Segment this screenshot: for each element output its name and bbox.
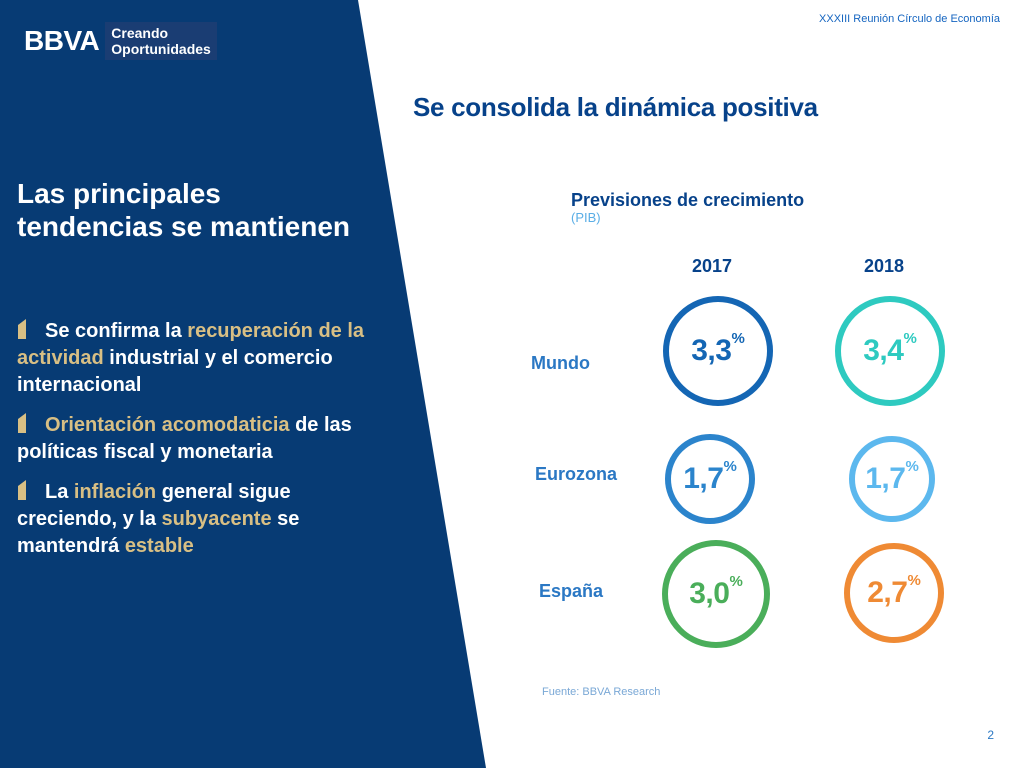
column-header-2017: 2017: [691, 256, 733, 276]
bullet-3-text-c: se mantendrá: [17, 508, 300, 557]
bullet-3-text-a: La: [45, 481, 74, 503]
slide-title: Se consolida la dinámica positiva: [413, 92, 818, 122]
trend-bullet-list: Se confirma la recuperación de la activi…: [17, 318, 377, 573]
slogan-line-1: Creando: [111, 25, 169, 41]
slogan-line-2: Oportunidades: [111, 41, 211, 57]
value-circle-eurozona-2017: 1,7%: [665, 434, 755, 524]
value-espana-2017: 3,0: [689, 577, 730, 610]
value-circle-eurozona-2018: 1,7%: [849, 436, 935, 522]
value-eurozona-2017: 1,7: [683, 462, 724, 495]
source-note: Fuente: BBVA Research: [542, 686, 661, 698]
bullet-1-text-a: Se confirma la: [45, 320, 188, 342]
row-label-mundo: Mundo: [531, 353, 590, 373]
unit-percent: %: [729, 573, 743, 590]
bullet-1-highlight: recuperación de la actividad: [17, 320, 365, 369]
brand-slogan: Creando Oportunidades: [105, 22, 217, 60]
row-label-espana: España: [539, 581, 604, 601]
bullet-3-text-b: general sigue creciendo, y la: [17, 481, 291, 530]
bullet-3-highlight-a: inflación: [73, 481, 157, 503]
chart-title: Previsiones de crecimiento: [571, 190, 805, 210]
unit-percent: %: [905, 458, 919, 475]
left-title-line-2: tendencias se mantienen: [17, 211, 351, 242]
bullet-3-highlight-b: subyacente: [161, 508, 272, 530]
bullet-item-1: Se confirma la recuperación de la activi…: [17, 318, 377, 399]
unit-percent: %: [907, 572, 921, 589]
chart-subtitle: (PIB): [571, 210, 601, 225]
column-header-2018: 2018: [863, 256, 905, 276]
value-mundo-2018: 3,4: [863, 334, 904, 367]
value-circle-mundo-2017: 3,3%: [663, 296, 773, 406]
value-mundo-2017: 3,3: [691, 334, 732, 367]
bullet-3-highlight-c: estable: [124, 535, 194, 557]
left-title-line-1: Las principales: [17, 178, 221, 209]
bullet-marker-icon: [17, 479, 45, 506]
unit-percent: %: [903, 330, 917, 347]
value-eurozona-2018: 1,7: [865, 462, 906, 495]
value-circle-espana-2017: 3,0%: [662, 540, 770, 648]
unit-percent: %: [731, 330, 745, 347]
bullet-item-2: Orientación acomodaticia de las política…: [17, 412, 377, 466]
bbva-logo[interactable]: BBVA Creando Oportunidades: [24, 22, 217, 60]
left-panel-title: Las principales tendencias se mantienen: [17, 177, 350, 243]
unit-percent: %: [723, 458, 737, 475]
value-circle-espana-2018: 2,7%: [844, 543, 944, 643]
brand-name: BBVA: [24, 25, 100, 56]
bullet-2-highlight: Orientación acomodaticia: [45, 414, 290, 436]
bullet-marker-icon: [17, 318, 45, 345]
value-circle-mundo-2018: 3,4%: [835, 296, 945, 406]
event-name: XXXIII Reunión Círculo de Economía: [819, 13, 1000, 25]
bullet-item-3: La inflación general sigue creciendo, y …: [17, 479, 377, 560]
bullet-marker-icon: [17, 412, 45, 439]
bullet-1-text-b: industrial y el comercio internacional: [17, 347, 333, 396]
value-espana-2018: 2,7: [867, 576, 908, 609]
row-label-eurozona: Eurozona: [535, 464, 618, 484]
bullet-2-text: de las políticas fiscal y monetaria: [17, 414, 352, 463]
page-number: 2: [987, 728, 994, 742]
